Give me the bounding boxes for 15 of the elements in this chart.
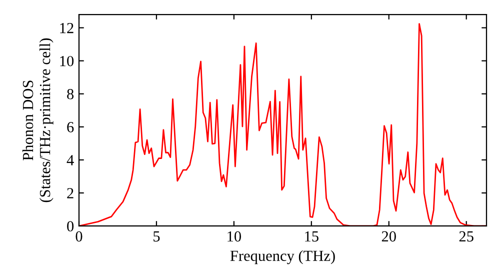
y-tick-label: 6 — [67, 122, 74, 132]
y-tick-label: 8 — [67, 88, 74, 100]
x-tick-label: 20 — [382, 231, 396, 242]
y-tick-label: 2 — [67, 188, 74, 198]
x-tick-label: 5 — [154, 231, 160, 242]
x-tick-label: 15 — [305, 231, 318, 242]
y-tick-label: 4 — [66, 155, 74, 166]
y-tick-label: 10 — [60, 56, 74, 66]
y-tick-label: 0 — [67, 221, 74, 232]
x-tick-label: 10 — [228, 231, 241, 242]
x-tick-label: 25 — [459, 231, 474, 242]
y-axis-title: Phonon DOS (States/THz·primitive cell) — [22, 38, 54, 202]
x-axis-title: Frequency (THz) — [230, 250, 335, 264]
x-tick-label: 0 — [76, 231, 82, 242]
y-tick-label: 12 — [60, 22, 74, 34]
